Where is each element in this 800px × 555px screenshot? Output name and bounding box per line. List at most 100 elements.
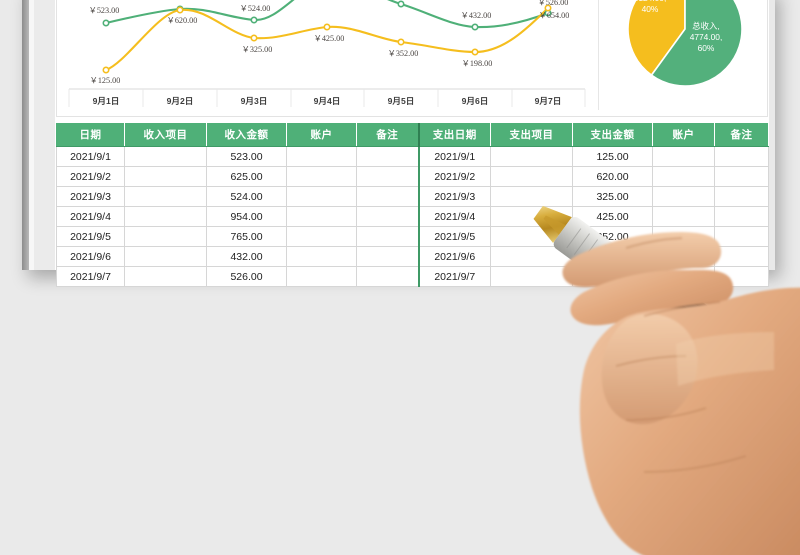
cell-expense-item[interactable] [490,166,573,187]
cell-income-note[interactable] [356,226,420,247]
cell-expense-amount[interactable]: 125.00 [572,146,653,167]
x-label-5: 9月6日 [462,96,489,106]
income-label-0: ￥523.00 [89,6,120,15]
cell-expense-date[interactable]: 2021/9/7 [418,266,491,287]
cell-expense-date[interactable]: 2021/9/6 [418,246,491,267]
col-header-expense-account[interactable]: 账户 [652,123,715,147]
chart-card[interactable]: 收入金额 支出金额 [56,0,768,117]
cell-income-note[interactable] [356,206,420,227]
cell-income-amount[interactable]: 765.00 [206,226,287,247]
line-chart[interactable]: ￥523.00 ￥625.00 ￥524.00 ￥954.00 ￥765.00 … [57,0,597,118]
x-label-6: 9月7日 [535,96,562,106]
cell-expense-account[interactable] [652,166,715,187]
cell-expense-account[interactable] [652,266,715,287]
table-row: 2021/9/5 765.00 2021/9/5 352.00 [56,226,769,247]
col-header-income-account[interactable]: 账户 [286,123,357,147]
cell-expense-date[interactable]: 2021/9/4 [418,206,491,227]
cell-expense-account[interactable] [652,186,715,207]
col-header-expense-note[interactable]: 备注 [714,123,769,147]
table-row: 2021/9/4 954.00 2021/9/4 425.00 [56,206,769,227]
pie-label-expense: 总支出, 3124.00, 40% [634,0,667,14]
col-header-expense-amount[interactable]: 支出金额 [572,123,653,147]
ledger-table-wrap[interactable]: 日期 收入项目 收入金额 账户 备注 支出日期 支出项目 支出金额 账户 备注 … [56,123,769,287]
col-header-income-item[interactable]: 收入项目 [124,123,207,147]
cell-expense-date[interactable]: 2021/9/3 [418,186,491,207]
expense-label-5: ￥198.00 [462,59,493,68]
col-header-income-amount[interactable]: 收入金额 [206,123,287,147]
cell-income-amount[interactable]: 523.00 [206,146,287,167]
cell-income-note[interactable] [356,166,420,187]
cell-expense-account[interactable] [652,206,715,227]
cell-date[interactable]: 2021/9/1 [56,146,125,167]
cell-income-item[interactable] [124,266,207,287]
cell-expense-note[interactable] [714,186,769,207]
cell-expense-note[interactable] [714,206,769,227]
cell-expense-date[interactable]: 2021/9/5 [418,226,491,247]
cell-income-account[interactable] [286,166,357,187]
cell-income-account[interactable] [286,226,357,247]
col-header-income-note[interactable]: 备注 [356,123,420,147]
cell-date[interactable]: 2021/9/7 [56,266,125,287]
cell-income-account[interactable] [286,246,357,267]
cell-expense-item[interactable] [490,246,573,267]
cell-expense-amount[interactable]: 425.00 [572,206,653,227]
cell-expense-note[interactable] [714,166,769,187]
income-label-2: ￥524.00 [240,4,271,13]
cell-income-item[interactable] [124,226,207,247]
cell-income-item[interactable] [124,206,207,227]
cell-expense-item[interactable] [490,186,573,207]
cell-income-note[interactable] [356,146,420,167]
cell-income-item[interactable] [124,166,207,187]
cell-expense-date[interactable]: 2021/9/1 [418,146,491,167]
cell-expense-amount[interactable]: 325.00 [572,186,653,207]
cell-expense-account[interactable] [652,226,715,247]
cell-income-item[interactable] [124,246,207,267]
cell-date[interactable]: 2021/9/2 [56,166,125,187]
cell-income-note[interactable] [356,246,420,267]
cell-expense-item[interactable] [490,146,573,167]
cell-expense-item[interactable] [490,206,573,227]
cell-income-item[interactable] [124,146,207,167]
cell-income-account[interactable] [286,206,357,227]
pie-slice-expense [627,0,686,77]
cell-expense-account[interactable] [652,246,715,267]
cell-income-amount[interactable]: 432.00 [206,246,287,267]
pie-chart[interactable]: 总支出, 3124.00, 40% 总收入, 4774.00, 60% [602,0,769,118]
cell-expense-amount[interactable]: 198.00 [572,246,653,267]
cell-expense-note[interactable] [714,266,769,287]
cell-expense-note[interactable] [714,226,769,247]
cell-income-note[interactable] [356,186,420,207]
pen-tail-band [714,332,753,378]
cell-expense-amount[interactable]: 654.00 [572,266,653,287]
col-header-expense-date[interactable]: 支出日期 [418,123,491,147]
cell-income-account[interactable] [286,186,357,207]
cell-expense-item[interactable] [490,226,573,247]
table-body: 2021/9/1 523.00 2021/9/1 125.00 2021/9/2… [56,146,769,287]
cell-date[interactable]: 2021/9/4 [56,206,125,227]
cell-income-amount[interactable]: 625.00 [206,166,287,187]
cell-expense-amount[interactable]: 620.00 [572,166,653,187]
cell-income-amount[interactable]: 524.00 [206,186,287,207]
cell-income-item[interactable] [124,186,207,207]
col-header-date[interactable]: 日期 [56,123,125,147]
cell-expense-item[interactable] [490,266,573,287]
expense-markers [102,4,552,74]
cell-date[interactable]: 2021/9/3 [56,186,125,207]
cell-expense-account[interactable] [652,146,715,167]
col-header-expense-item[interactable]: 支出项目 [490,123,573,147]
cell-income-amount[interactable]: 526.00 [206,266,287,287]
paper-left-edge-dark [22,0,29,270]
cell-date[interactable]: 2021/9/5 [56,226,125,247]
finger-creases [615,301,747,473]
cell-expense-amount[interactable]: 352.00 [572,226,653,247]
cell-expense-date[interactable]: 2021/9/2 [418,166,491,187]
cell-income-note[interactable] [356,266,420,287]
cell-income-amount[interactable]: 954.00 [206,206,287,227]
cell-income-account[interactable] [286,266,357,287]
cell-income-account[interactable] [286,146,357,167]
cell-date[interactable]: 2021/9/6 [56,246,125,267]
table-row: 2021/9/1 523.00 2021/9/1 125.00 [56,146,769,167]
cell-expense-note[interactable] [714,246,769,267]
pie-income-line3: 60% [698,43,715,53]
cell-expense-note[interactable] [714,146,769,167]
